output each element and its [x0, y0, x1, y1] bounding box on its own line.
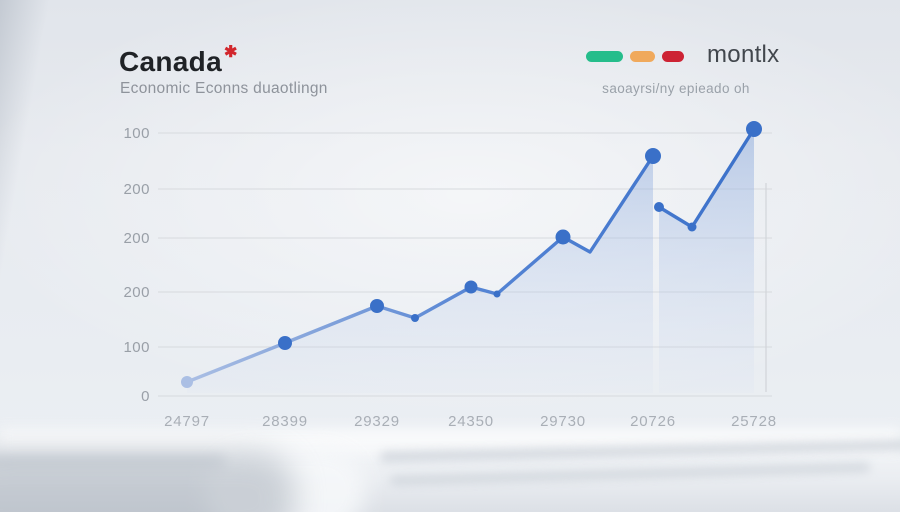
page-title-text: Canada — [119, 46, 222, 77]
legend-swatch-orange[interactable] — [630, 50, 655, 62]
maple-leaf-mark-icon: ✱ — [223, 44, 238, 61]
data-point-dot — [645, 148, 661, 164]
data-point-dot — [370, 299, 384, 313]
series-area-fill — [659, 129, 754, 393]
legend-sublabel: saoayrsi/ny epieado oh — [602, 81, 750, 96]
x-tick-label: 28399 — [262, 413, 308, 430]
data-point-dot — [746, 121, 762, 137]
data-point-dot — [278, 336, 292, 350]
data-point-dot — [687, 222, 697, 232]
data-point-dot — [493, 290, 501, 298]
page-title: Canada ✱ — [119, 42, 238, 78]
data-point-dot — [555, 229, 571, 245]
series-area-fill — [187, 156, 653, 393]
x-tick-label: 20726 — [630, 413, 676, 430]
x-tick-label: 24350 — [448, 413, 494, 430]
data-point-dot — [654, 202, 664, 212]
y-tick-label: 200 — [123, 230, 150, 247]
legend-label: montlx — [707, 41, 780, 68]
background-dark-corner — [0, 451, 295, 512]
x-tick-label: 29730 — [540, 413, 586, 430]
data-point-dot — [464, 280, 478, 294]
y-tick-label: 100 — [123, 339, 150, 356]
page-subtitle: Economic Econns duaotlingn — [120, 80, 328, 97]
x-tick-label: 29329 — [354, 413, 400, 430]
data-point-dot — [411, 314, 419, 322]
y-tick-label: 100 — [123, 125, 150, 142]
chart-legend[interactable] — [586, 50, 684, 62]
x-tick-label: 24797 — [164, 413, 210, 430]
data-point-dot — [181, 376, 193, 388]
y-tick-label: 200 — [123, 181, 150, 198]
y-tick-label: 200 — [123, 284, 150, 301]
legend-swatch-red[interactable] — [662, 50, 684, 62]
legend-swatch-green[interactable] — [586, 50, 623, 62]
y-tick-label: 0 — [141, 388, 150, 405]
x-tick-label: 25728 — [731, 413, 777, 430]
